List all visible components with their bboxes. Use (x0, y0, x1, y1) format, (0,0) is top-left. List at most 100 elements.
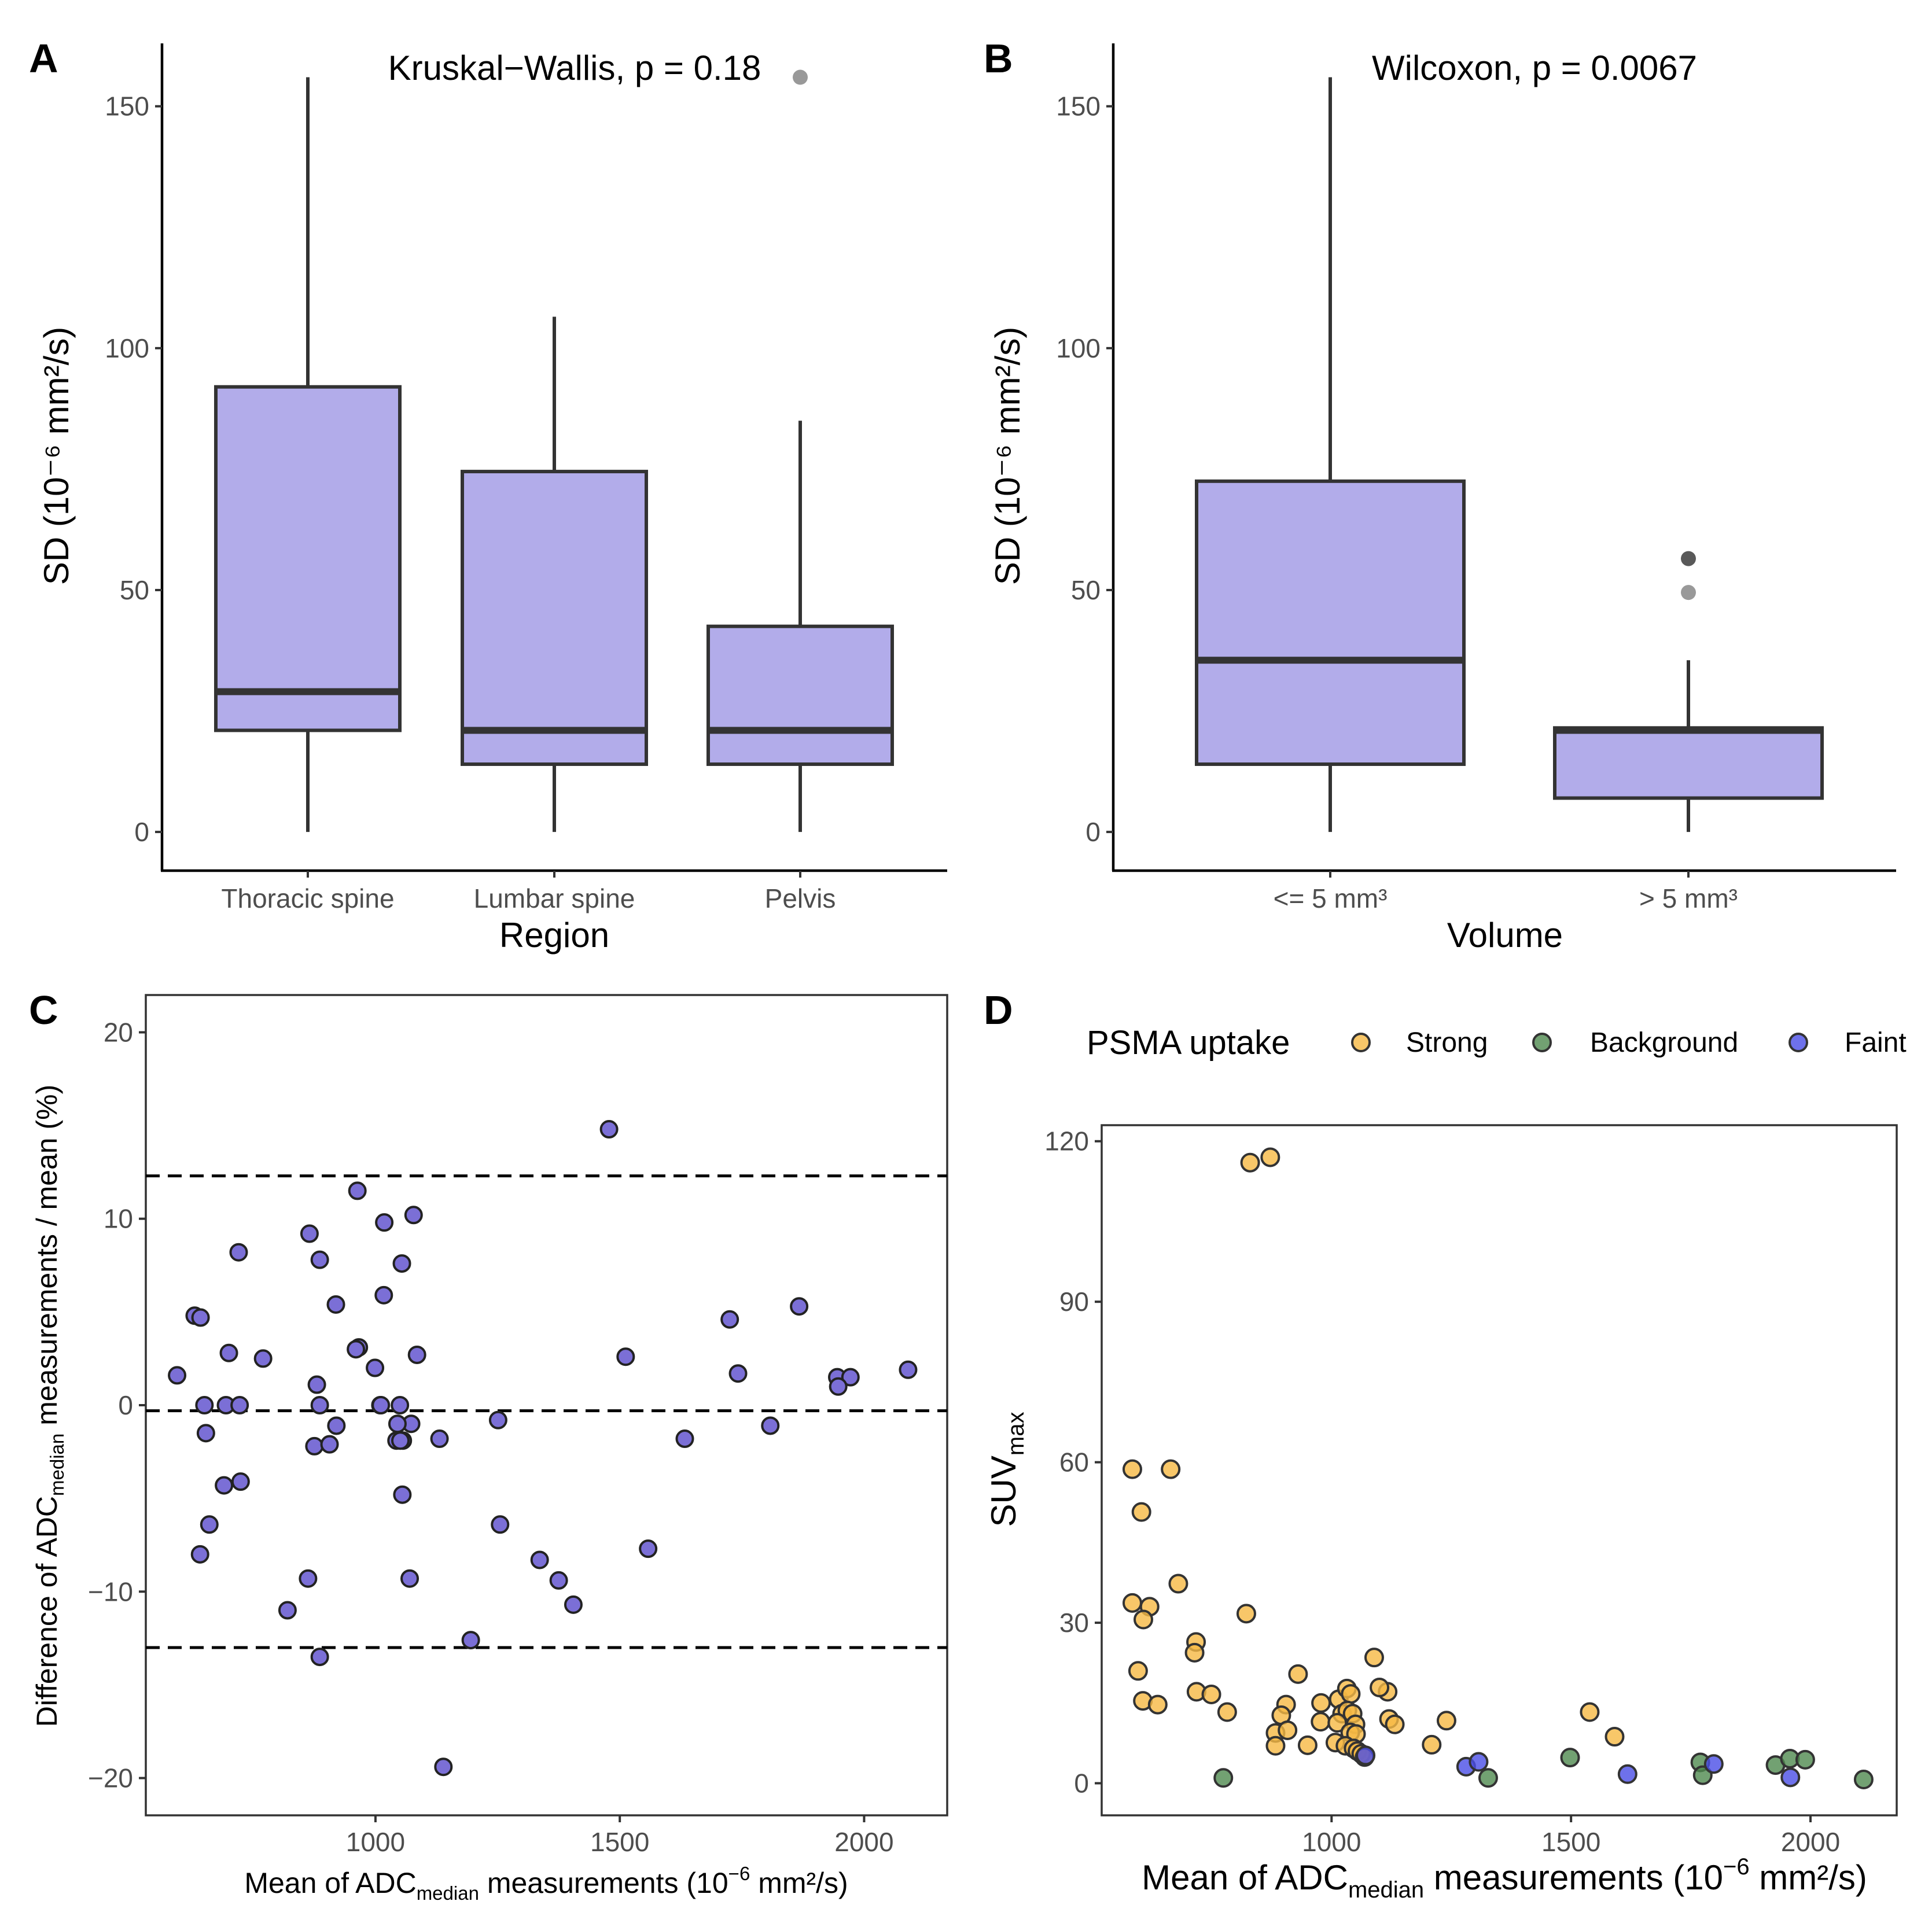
x-tick-label: Lumbar spine (474, 883, 635, 913)
x-tick-label: > 5 mm³ (1639, 883, 1738, 913)
data-point (299, 1569, 318, 1588)
data-point (530, 1550, 549, 1569)
data-point (404, 1206, 423, 1225)
data-point-faint (1780, 1767, 1801, 1788)
x-tick-label: 1500 (590, 1827, 649, 1857)
data-point (200, 1515, 219, 1534)
outlier-point (793, 69, 808, 85)
data-point-strong (1168, 1574, 1188, 1594)
data-point (310, 1648, 329, 1667)
panel-c-x-title-part3: mm²/s) (750, 1867, 848, 1899)
data-point (191, 1308, 210, 1327)
y-tick-label: 30 (1059, 1608, 1089, 1638)
data-point (407, 1345, 426, 1364)
legend-label-background: Background (1590, 1027, 1738, 1058)
panel-d-x-title-part2: measurements (10 (1424, 1858, 1723, 1897)
data-point-strong (1385, 1714, 1405, 1734)
data-point (393, 1485, 412, 1504)
panel-b-boxes (1195, 77, 1824, 832)
data-point-background (1560, 1748, 1580, 1768)
data-point-strong (1201, 1684, 1221, 1704)
data-point-faint (1703, 1754, 1724, 1774)
panel-d-label: D (984, 988, 1013, 1033)
panel-b-test-annotation: Wilcoxon, p = 0.0067 (1372, 49, 1697, 87)
panel-d-y-axis-title: SUVmax (984, 1412, 1029, 1527)
data-point-background (1795, 1749, 1815, 1770)
data-point (230, 1396, 249, 1414)
panel-c-points (168, 1120, 918, 1777)
data-point (675, 1429, 694, 1449)
panel-d-y-title-sub: max (1003, 1412, 1029, 1456)
panel-c-x-title-sup: −6 (728, 1863, 750, 1884)
data-point-background (1478, 1768, 1498, 1788)
panel-d-plot-frame (1101, 1124, 1898, 1816)
data-point (253, 1349, 273, 1368)
x-tick-label: Pelvis (765, 883, 836, 913)
data-point-strong (1288, 1664, 1308, 1684)
panel-d: D PSMA uptake Strong Background Faint 0 3… (984, 988, 1907, 1903)
panel-d-x-ticks: 1000 1500 2000 (1302, 1815, 1840, 1857)
panel-c-x-axis-title: Mean of ADCmedian measurements (10−6 mm²… (244, 1863, 848, 1904)
data-point (829, 1377, 848, 1396)
data-point (168, 1366, 187, 1385)
data-point (400, 1569, 419, 1588)
x-tick-label: 2000 (834, 1827, 893, 1857)
data-point (761, 1416, 780, 1435)
y-tick-label: 0 (1074, 1768, 1089, 1799)
data-point (720, 1310, 739, 1329)
x-tick-label: 2000 (1781, 1827, 1840, 1857)
legend-title: PSMA uptake (1087, 1024, 1290, 1062)
panel-a-label: A (29, 36, 58, 81)
panel-d-y-title-part1: SUV (984, 1456, 1023, 1527)
x-tick-label: 1000 (1302, 1827, 1361, 1857)
y-tick-label: 100 (105, 333, 149, 363)
y-tick-label: 120 (1044, 1126, 1089, 1156)
outlier-point (1681, 585, 1696, 600)
y-tick-label: 0 (118, 1390, 133, 1420)
data-point (461, 1631, 480, 1650)
panel-c-x-ticks: 1000 1500 2000 (346, 1815, 894, 1857)
data-point-strong (1265, 1736, 1286, 1756)
data-point-strong (1370, 1677, 1390, 1697)
legend-swatch-strong (1351, 1033, 1371, 1052)
data-point (215, 1476, 234, 1495)
panel-d-y-ticks: 0 30 60 90 120 (1044, 1126, 1102, 1799)
data-point-strong (1122, 1593, 1142, 1613)
data-point (616, 1347, 635, 1366)
data-point (434, 1757, 453, 1777)
panel-c-reference-lines (146, 1174, 947, 1649)
panel-a: A Kruskal−Wallis, p = 0.18 0 50 100 150 Tho… (29, 36, 947, 955)
data-point-strong (1134, 1609, 1154, 1630)
panel-d-x-title-part3: mm²/s) (1750, 1858, 1867, 1897)
data-point (371, 1396, 391, 1414)
panel-a-y-axis-title: SD (10⁻⁶ mm²/s) (37, 327, 76, 585)
data-point-strong (1341, 1684, 1361, 1704)
panel-d-x-title-part1: Mean of ADC (1142, 1858, 1348, 1897)
legend-swatch-background (1532, 1033, 1552, 1052)
panel-c-plot-frame (145, 994, 948, 1816)
data-point (229, 1243, 248, 1262)
data-point (564, 1595, 583, 1614)
data-point-strong (1260, 1147, 1280, 1167)
data-point-strong (1236, 1604, 1256, 1624)
data-point-strong (1422, 1734, 1442, 1755)
box-iqr (461, 470, 648, 767)
outlier-point (1681, 551, 1696, 566)
data-point (310, 1396, 329, 1414)
panel-a-boxes (214, 69, 894, 832)
data-point (639, 1539, 658, 1558)
data-point (219, 1343, 238, 1362)
x-tick-label: Thoracic spine (221, 883, 394, 913)
data-point-strong (1278, 1720, 1298, 1740)
data-point (327, 1416, 346, 1435)
data-point (549, 1571, 568, 1590)
y-tick-label: 100 (1056, 333, 1101, 363)
data-point-strong (1364, 1648, 1384, 1668)
data-point (392, 1254, 411, 1273)
data-point-strong (1311, 1712, 1331, 1732)
data-point (841, 1368, 860, 1387)
panel-d-x-axis-title: Mean of ADCmedian measurements (10−6 mm²… (1142, 1854, 1867, 1903)
panel-d-x-title-sub: median (1348, 1877, 1424, 1903)
panel-b-label: B (984, 36, 1013, 81)
panel-c-y-title-part2: measurements / mean (%) (31, 1085, 63, 1434)
